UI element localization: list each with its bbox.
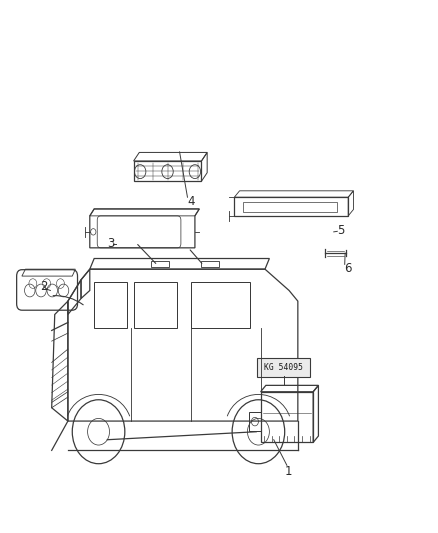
Text: 6: 6 [344, 262, 352, 274]
Text: 3: 3 [107, 237, 114, 250]
Text: KG 54095: KG 54095 [264, 364, 304, 372]
Text: 1: 1 [284, 465, 292, 478]
Text: 5: 5 [337, 224, 344, 237]
Text: 4: 4 [187, 195, 195, 208]
FancyBboxPatch shape [257, 358, 310, 377]
Text: 2: 2 [40, 280, 48, 293]
